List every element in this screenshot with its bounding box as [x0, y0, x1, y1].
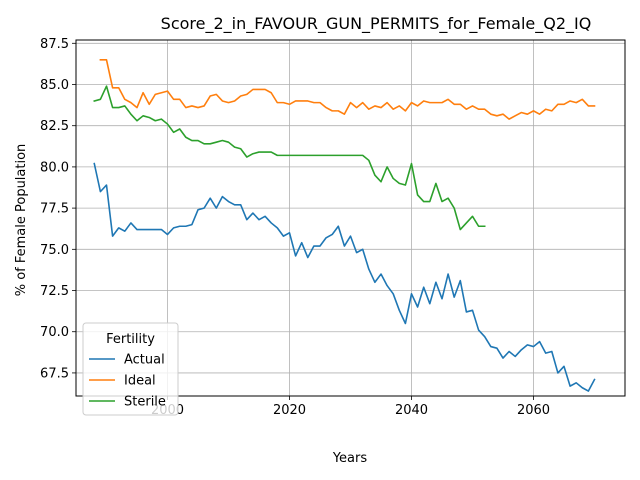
- legend-label-actual: Actual: [124, 353, 165, 368]
- chart-title: Score_2_in_FAVOUR_GUN_PERMITS_for_Female…: [161, 14, 592, 34]
- legend-box: [82, 322, 179, 416]
- x-tick-label: 2040: [395, 403, 428, 418]
- legend-label-sterile: Sterile: [124, 395, 166, 410]
- y-tick-label: 82.5: [40, 119, 69, 134]
- y-axis-label: % of Female Population: [14, 144, 29, 297]
- legend: Fertility Actual Ideal Sterile: [82, 322, 179, 416]
- y-tick-label: 70.0: [40, 325, 69, 340]
- y-tick-label: 80.0: [40, 160, 69, 175]
- series-line-actual: [93, 162, 596, 392]
- x-axis-label: Years: [332, 451, 368, 466]
- grid-lines: [76, 40, 625, 396]
- y-tick-label: 72.5: [40, 284, 69, 299]
- y-tick-label: 85.0: [40, 78, 69, 93]
- y-tick-label: 67.5: [40, 366, 69, 381]
- x-tick-label: 2020: [273, 403, 306, 418]
- legend-title: Fertility: [106, 332, 155, 347]
- x-tick-label: 2060: [517, 403, 550, 418]
- plot-frame: [75, 39, 626, 397]
- series-line-ideal: [99, 58, 596, 120]
- y-tick-label: 75.0: [40, 243, 69, 258]
- series-line-sterile: [93, 85, 486, 231]
- legend-label-ideal: Ideal: [124, 374, 156, 389]
- series-lines: [93, 58, 596, 392]
- y-tick-label: 87.5: [40, 37, 69, 52]
- y-tick-label: 77.5: [40, 202, 69, 217]
